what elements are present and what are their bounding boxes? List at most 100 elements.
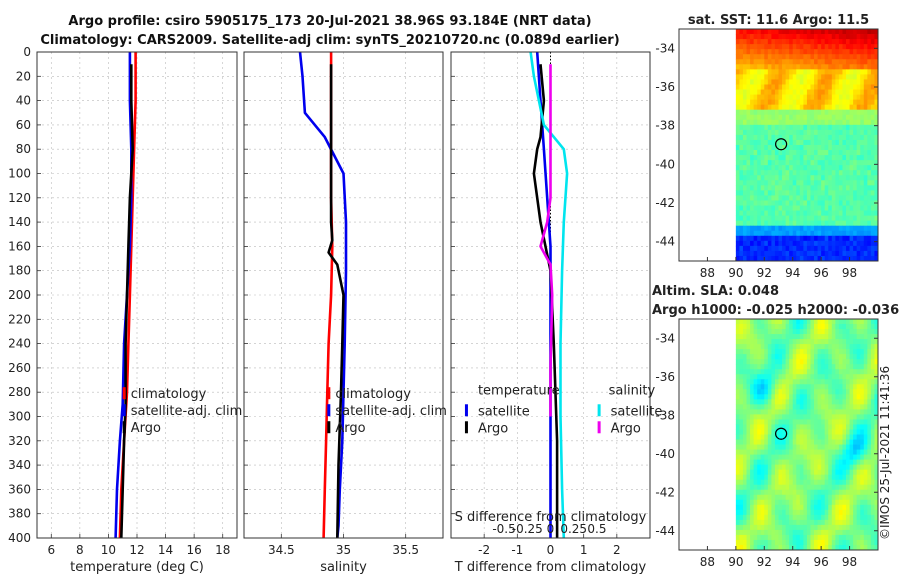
x-tick-label: 34.5 [268,543,295,557]
heatmap-cell [774,170,779,176]
heatmap-cell [753,429,758,435]
heatmap-cell [870,369,875,375]
heatmap-cell [760,339,765,345]
heatmap-cell [750,429,755,435]
y-tick-label: 140 [8,215,31,229]
heatmap-cell [739,364,744,370]
heatmap-cell [842,434,847,440]
heatmap-cell [803,364,808,370]
heatmap-cell [774,114,779,121]
heatmap-cell [764,64,769,70]
heatmap-cell [799,514,804,521]
heatmap-cell [814,394,818,400]
heatmap-cell [831,39,836,45]
heatmap-cell [853,384,858,390]
heatmap-cell [785,39,790,45]
heatmap-cell [753,464,758,471]
heatmap-cell [824,359,829,365]
heatmap-cell [856,414,861,420]
heatmap-cell [774,245,779,252]
heatmap-cell [739,449,744,455]
heatmap-cell [771,429,776,435]
heatmap-cell [778,39,783,45]
heatmap-cell [831,379,836,385]
heatmap-cell [838,134,843,141]
heatmap-cell [799,474,804,481]
heatmap-cell [821,469,826,476]
heatmap-cell [870,404,875,410]
y-tick-label: 120 [8,191,31,205]
heatmap-cell [796,379,801,385]
heatmap-cell [785,389,790,395]
heatmap-cell [792,539,797,546]
heatmap-cell [771,34,776,40]
heatmap-cell [835,444,840,450]
heatmap-cell [838,504,843,511]
heatmap-cell [821,479,826,486]
heatmap-cell [867,89,872,95]
heatmap-cell [870,514,875,521]
heatmap-cell [870,354,875,360]
heatmap-cell [757,484,762,491]
heatmap-cell [817,534,822,541]
heatmap-cell [764,354,769,360]
heatmap-cell [831,504,836,511]
legend-label: satellite [611,404,663,419]
heatmap-cell [863,99,868,106]
heatmap-cell [742,34,747,40]
heatmap-cell [874,170,879,176]
heatmap-cell [853,34,858,40]
heatmap-cell [838,220,843,227]
heatmap-cell [838,155,843,161]
heatmap-cell [753,414,758,420]
heatmap-cell [760,534,765,541]
heatmap-cell [760,200,765,206]
heatmap-cell [803,139,808,146]
heatmap-cell [799,334,804,340]
heatmap-cell [746,245,751,252]
heatmap-cell [831,155,836,161]
heatmap-cell [803,389,808,395]
heatmap-cell [739,114,744,121]
heatmap-cell [796,489,801,496]
heatmap-cell [874,434,879,440]
heatmap-cell [817,195,822,201]
heatmap-cell [806,449,811,455]
heatmap-cell [831,44,836,50]
heatmap-cell [735,344,740,350]
heatmap-cell [778,394,783,400]
heatmap-cell [838,444,843,450]
heatmap-cell [842,409,847,415]
heatmap-cell [874,185,879,191]
heatmap-cell [863,354,868,360]
heatmap-cell [863,34,868,40]
heatmap-cell [842,469,847,476]
heatmap-cell [778,514,783,521]
heatmap-cell [742,399,747,405]
heatmap-cell [874,99,879,106]
heatmap-cell [831,469,836,476]
heatmap-cell [760,145,765,151]
heatmap-cell [742,250,747,257]
heatmap-cell [774,94,779,101]
heatmap-cell [785,324,790,330]
heatmap-cell [785,94,790,101]
heatmap-cell [778,379,783,385]
heatmap-cell [846,114,850,121]
heatmap-cell [746,109,751,116]
heatmap-cell [789,74,794,80]
heatmap-cell [849,240,854,247]
heatmap-cell [846,319,850,325]
heatmap-cell [810,109,815,116]
heatmap-cell [849,454,854,461]
heatmap-cell [814,139,818,146]
heatmap-cell [863,215,868,222]
heatmap-cell [785,129,790,136]
heatmap-cell [782,69,786,75]
heatmap-cell [831,134,836,141]
heatmap-cell [874,404,879,410]
heatmap-cell [860,354,865,360]
heatmap-cell [746,469,751,476]
heatmap-cell [778,354,783,360]
heatmap-cell [846,129,850,136]
